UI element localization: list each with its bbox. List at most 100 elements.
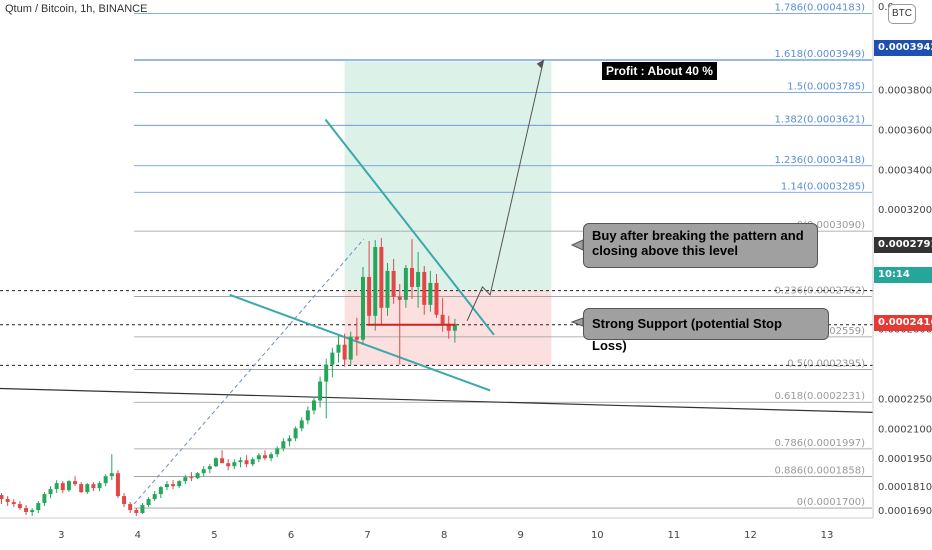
candle-body	[367, 276, 372, 316]
fib-level-label: 1.14(0.0003285)	[781, 181, 865, 192]
candle-body	[54, 483, 59, 490]
time-tick-label: 13	[821, 530, 834, 541]
price-tick-label: 0.0	[878, 2, 894, 13]
candle-body	[293, 428, 298, 439]
candle-body	[11, 502, 16, 505]
trendline-long-trend	[0, 387, 874, 414]
buy-callout[interactable]: Buy after breaking the pattern and closi…	[583, 223, 818, 268]
profit-annotation[interactable]: Profit : About 40 %	[602, 62, 717, 80]
candle-body	[324, 364, 329, 382]
fib-level-label: 1.618(0.0003949)	[774, 49, 865, 60]
candle-body	[318, 381, 323, 401]
fib-level-label: 0.618(0.0002231)	[774, 391, 865, 402]
candle-body	[269, 454, 274, 459]
time-tick-label: 5	[211, 530, 217, 541]
candle-body	[66, 481, 71, 491]
countdown-tag: 10:14	[874, 267, 932, 283]
time-tick-label: 10	[591, 530, 604, 541]
entry-price-tag: 0.0002791	[874, 237, 932, 253]
candle-body	[97, 483, 102, 489]
candle-body	[85, 484, 90, 493]
candle-body	[30, 510, 35, 513]
candle-body	[360, 276, 365, 340]
symbol-title: Qtum / Bitcoin, 1h, BINANCE	[5, 3, 148, 15]
time-tick-label: 3	[58, 530, 64, 541]
candle-body	[244, 460, 249, 465]
candle-body	[183, 477, 188, 482]
price-tick-label: 0.0002250	[878, 394, 932, 405]
price-tick-label: 0.0001950	[878, 454, 932, 465]
candle-body	[48, 489, 53, 495]
time-tick-label: 6	[288, 530, 294, 541]
time-tick-label: 7	[364, 530, 370, 541]
time-tick-label: 11	[668, 530, 681, 541]
candle-body	[305, 410, 310, 421]
fib-level-label: 0.786(0.0001997)	[774, 438, 865, 449]
fib-level-label: 0(0.0003090)	[797, 220, 865, 231]
candle-body	[226, 463, 231, 467]
candle-body	[91, 484, 96, 489]
candle-body	[446, 323, 451, 331]
candle-body	[24, 508, 29, 513]
projection-arrow	[466, 59, 545, 321]
fib-level-label: 0.886(0.0001858)	[774, 466, 865, 477]
candle-body	[158, 487, 163, 495]
support-callout[interactable]: Strong Support (potential Stop Loss)	[583, 308, 829, 353]
candle-body	[275, 448, 280, 455]
candle-body	[17, 504, 22, 509]
candle-body	[256, 455, 261, 460]
time-tick-label: 4	[135, 530, 141, 541]
candle-body	[373, 247, 378, 316]
candle-body	[79, 484, 84, 493]
time-tick-label: 8	[441, 530, 447, 541]
trendline-dashed-rise	[133, 238, 365, 505]
candle-body	[134, 510, 139, 514]
currency-badge[interactable]: BTC	[888, 4, 916, 24]
price-tick-label: 0.0002100	[878, 424, 932, 435]
candle-body	[171, 484, 176, 487]
candle-body	[5, 499, 10, 503]
candle-body	[103, 476, 108, 484]
candle-body	[220, 458, 225, 464]
candle-body	[452, 324, 457, 331]
candle-body	[207, 466, 212, 470]
candle-body	[391, 270, 396, 297]
candle-body	[122, 496, 127, 505]
candle-body	[189, 477, 194, 479]
fib-level-label: 0(0.0001700)	[797, 497, 865, 508]
candle-body	[342, 344, 347, 360]
candle-body	[428, 282, 433, 305]
candle-body	[109, 473, 114, 477]
candle-body	[42, 494, 47, 504]
candle-body	[287, 438, 292, 442]
candle-body	[128, 504, 133, 511]
candle-body	[201, 469, 206, 474]
price-tick-label: 0.0003400	[878, 165, 932, 176]
trendline-wedge-lower	[229, 293, 491, 392]
fib-level-label: 1.5(0.0003785)	[787, 82, 865, 93]
fib-level-label: 1.786(0.0004183)	[774, 2, 865, 13]
candle-body	[60, 483, 65, 491]
candle-body	[336, 344, 341, 353]
candle-body	[422, 271, 427, 305]
buy-callout-pointer	[570, 239, 584, 251]
time-tick-label: 9	[518, 530, 524, 541]
candle-body	[354, 336, 359, 340]
price-tick-label: 0.0003200	[878, 205, 932, 216]
time-tick-label: 12	[744, 530, 757, 541]
candle-body	[146, 499, 151, 506]
candle-body	[409, 267, 414, 287]
target-price-tag: 0.0003942	[874, 40, 932, 56]
fib-level-label: 1.236(0.0003418)	[774, 155, 865, 166]
candle-body	[311, 400, 316, 411]
candle-body	[434, 282, 439, 315]
candle-body	[195, 473, 200, 479]
candle-body	[115, 473, 120, 497]
candle-body	[379, 247, 384, 308]
fib-level-label: 0.236(0.0002762)	[774, 285, 865, 296]
candle-body	[213, 458, 218, 467]
arrow-head	[536, 59, 544, 69]
candle-body	[299, 420, 304, 429]
candle-body	[232, 462, 237, 467]
